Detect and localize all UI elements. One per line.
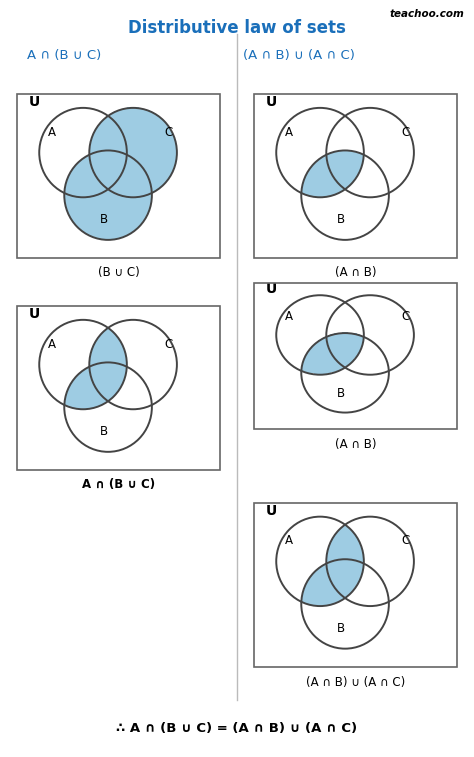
- Text: B: B: [100, 425, 108, 438]
- Text: U: U: [29, 307, 40, 321]
- Text: C: C: [164, 126, 173, 139]
- Text: C: C: [401, 534, 410, 547]
- Text: U: U: [266, 503, 277, 518]
- Text: A: A: [284, 310, 292, 322]
- Text: teachoo.com: teachoo.com: [390, 9, 465, 19]
- Text: A: A: [47, 338, 55, 350]
- Text: A: A: [284, 126, 292, 139]
- Text: C: C: [401, 310, 410, 322]
- Text: U: U: [266, 95, 277, 109]
- Text: Distributive law of sets: Distributive law of sets: [128, 19, 346, 37]
- Text: A: A: [47, 126, 55, 139]
- Text: B: B: [337, 621, 345, 634]
- Text: B: B: [337, 213, 345, 226]
- Text: (B ∪ C): (B ∪ C): [98, 266, 139, 279]
- Text: C: C: [401, 126, 410, 139]
- Text: A ∩ (B ∪ C): A ∩ (B ∪ C): [82, 478, 155, 491]
- Text: (A ∩ B): (A ∩ B): [335, 266, 376, 279]
- Text: C: C: [164, 338, 173, 350]
- Text: (A ∩ B): (A ∩ B): [335, 438, 376, 450]
- Text: A ∩ (B ∪ C): A ∩ (B ∪ C): [27, 49, 101, 62]
- Text: (A ∩ B) ∪ (A ∩ C): (A ∩ B) ∪ (A ∩ C): [306, 676, 405, 689]
- Text: ∴ A ∩ (B ∪ C) = (A ∩ B) ∪ (A ∩ C): ∴ A ∩ (B ∪ C) = (A ∩ B) ∪ (A ∩ C): [117, 721, 357, 735]
- Text: B: B: [337, 388, 345, 400]
- Text: (A ∩ B) ∪ (A ∩ C): (A ∩ B) ∪ (A ∩ C): [243, 49, 355, 62]
- Text: B: B: [100, 213, 108, 226]
- Text: A: A: [284, 534, 292, 547]
- Text: U: U: [266, 282, 277, 296]
- Text: U: U: [29, 95, 40, 109]
